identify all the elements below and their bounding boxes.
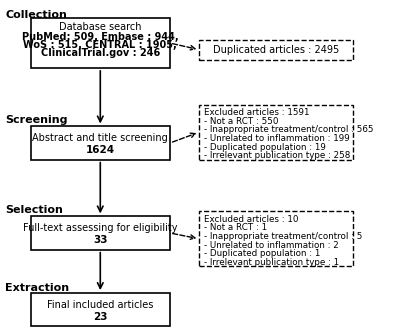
- Text: - Irrelevant publication type : 1: - Irrelevant publication type : 1: [204, 258, 339, 267]
- Text: Final included articles: Final included articles: [47, 300, 154, 309]
- Text: - Not a RCT : 550: - Not a RCT : 550: [204, 117, 278, 126]
- Text: - Unrelated to inflammation : 199: - Unrelated to inflammation : 199: [204, 134, 350, 143]
- Text: - Irrelevant publication type : 258: - Irrelevant publication type : 258: [204, 151, 350, 160]
- Text: Abstract and title screening: Abstract and title screening: [32, 133, 168, 143]
- Text: 1624: 1624: [86, 145, 115, 155]
- Text: WoS : 515, CENTRAL : 1905,: WoS : 515, CENTRAL : 1905,: [24, 40, 177, 50]
- Text: - Duplicated population : 19: - Duplicated population : 19: [204, 143, 326, 152]
- Text: Excluded articles : 10: Excluded articles : 10: [204, 215, 298, 224]
- Text: - Not a RCT : 1: - Not a RCT : 1: [204, 223, 267, 232]
- Text: Excluded articles : 1591: Excluded articles : 1591: [204, 108, 310, 117]
- FancyBboxPatch shape: [199, 105, 353, 160]
- Text: - Inappropriate treatment/control : 565: - Inappropriate treatment/control : 565: [204, 125, 374, 134]
- Text: Database search: Database search: [59, 23, 142, 32]
- FancyBboxPatch shape: [31, 293, 170, 326]
- FancyBboxPatch shape: [199, 211, 353, 266]
- Text: 33: 33: [93, 235, 108, 245]
- Text: Collection: Collection: [5, 10, 67, 20]
- Text: PubMed: 509, Embase : 944,: PubMed: 509, Embase : 944,: [22, 32, 179, 42]
- Text: Full-text assessing for eligibility: Full-text assessing for eligibility: [23, 223, 178, 233]
- Text: Screening: Screening: [5, 115, 68, 125]
- FancyBboxPatch shape: [199, 40, 353, 60]
- FancyBboxPatch shape: [31, 126, 170, 160]
- Text: - Unrelated to inflammation : 2: - Unrelated to inflammation : 2: [204, 241, 339, 250]
- Text: ClinicalTrial.gov : 246: ClinicalTrial.gov : 246: [41, 48, 160, 58]
- FancyBboxPatch shape: [31, 18, 170, 68]
- Text: Duplicated articles : 2495: Duplicated articles : 2495: [213, 45, 339, 55]
- Text: Extraction: Extraction: [5, 283, 69, 293]
- Text: - Duplicated population : 1: - Duplicated population : 1: [204, 249, 320, 258]
- Text: - Inappropriate treatment/control : 5: - Inappropriate treatment/control : 5: [204, 232, 362, 241]
- FancyBboxPatch shape: [31, 216, 170, 250]
- Text: Selection: Selection: [5, 205, 63, 215]
- Text: 23: 23: [93, 312, 108, 322]
